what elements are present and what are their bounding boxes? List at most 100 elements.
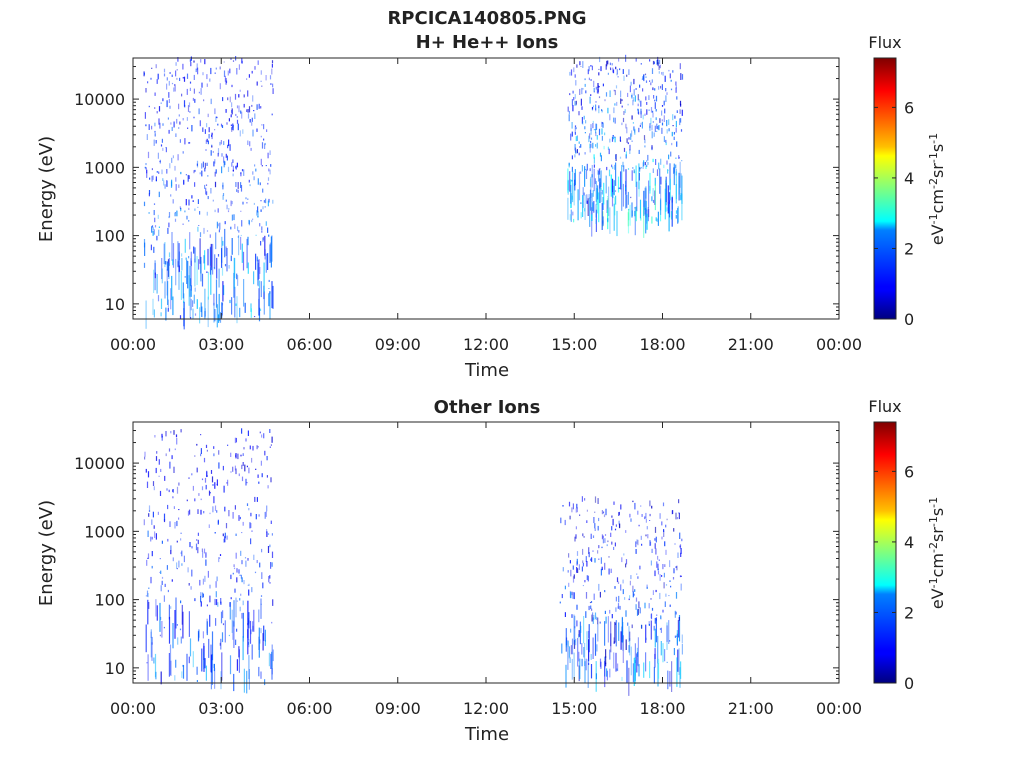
spectrogram-pixel [674, 610, 676, 618]
spectrogram-pixel [665, 524, 667, 528]
spectrogram-pixel [632, 99, 634, 106]
spectrogram-pixel [173, 87, 175, 92]
spectrogram-pixel [199, 211, 201, 215]
spectrogram-pixel [161, 436, 163, 441]
spectrogram-pixel [238, 649, 240, 673]
spectrogram-pixel [601, 110, 603, 113]
spectrogram-pixel [234, 93, 237, 100]
spectrogram-pixel [182, 118, 184, 121]
spectrogram-pixel [148, 505, 151, 512]
spectrogram-pixel [575, 638, 577, 646]
spectrogram-pixel [627, 168, 630, 170]
spectrogram-pixel [660, 176, 662, 185]
spectrogram-pixel [642, 114, 644, 120]
spectrogram-pixel [672, 577, 675, 580]
spectrogram-pixel [249, 445, 251, 450]
spectrogram-pixel [204, 477, 207, 483]
spectrogram-pixel [200, 509, 202, 515]
spectrogram-pixel [254, 316, 256, 318]
spectrogram-pixel [623, 147, 626, 152]
spectrogram-pixel [257, 257, 259, 286]
spectrogram-pixel [164, 242, 166, 268]
spectrogram-pixel [200, 453, 202, 457]
spectrogram-pixel [235, 597, 237, 618]
spectrogram-pixel [230, 255, 232, 262]
colorbar-tick-label: 2 [904, 603, 914, 622]
spectrogram-pixel [268, 293, 270, 307]
spectrogram-pixel [645, 76, 647, 78]
spectrogram-pixel [586, 194, 588, 204]
spectrogram-pixel [629, 149, 631, 154]
spectrogram-pixel [669, 640, 671, 642]
spectrogram-pixel [246, 109, 248, 112]
spectrogram-pixel [240, 454, 242, 457]
spectrogram-pixel [239, 130, 241, 137]
spectrogram-pixel [654, 125, 656, 132]
spectrogram-pixel [167, 281, 169, 305]
spectrogram-pixel [193, 74, 195, 80]
spectrogram-pixel [582, 88, 584, 90]
spectrogram-pixel [625, 639, 627, 650]
colorbar-tick-label: 4 [904, 169, 914, 188]
spectrogram-pixel [240, 172, 242, 177]
spectrogram-pixel [172, 623, 174, 649]
spectrogram-pixel [628, 598, 630, 601]
x-tick-label: 15:00 [551, 699, 597, 718]
spectrogram-pixel [197, 509, 199, 514]
spectrogram-pixel [610, 568, 612, 573]
spectrogram-pixel [570, 592, 572, 599]
spectrogram-pixel [153, 309, 155, 318]
spectrogram-pixel [602, 511, 605, 514]
spectrogram-pixel [214, 108, 216, 115]
spectrogram-pixel [147, 593, 149, 598]
spectrogram-pixel [245, 438, 247, 442]
spectrogram-pixel [601, 128, 603, 135]
colorbar-tick-label: 6 [904, 462, 914, 481]
spectrogram-pixel [252, 129, 254, 137]
spectrogram-pixel [152, 511, 154, 518]
spectrogram-pixel [168, 222, 170, 228]
spectrogram-pixel [666, 129, 668, 134]
spectrogram-pixel [596, 616, 598, 621]
spectrogram-pixel [214, 181, 217, 188]
spectrogram-pixel [267, 200, 269, 207]
spectrogram-pixel [256, 445, 258, 450]
spectrogram-pixel [665, 95, 667, 102]
spectrogram-pixel [670, 79, 672, 82]
spectrogram-pixel [579, 88, 581, 95]
spectrogram-pixel [143, 519, 145, 526]
spectrogram-pixel [681, 538, 683, 542]
spectrogram-pixel [632, 122, 634, 124]
spectrogram-pixel [193, 116, 195, 119]
spectrogram-pixel [198, 225, 200, 226]
spectrogram-pixel [151, 225, 154, 228]
spectrogram-pixel [640, 535, 642, 540]
spectrogram-pixel [178, 114, 180, 117]
spectrogram-pixel [260, 80, 262, 82]
spectrogram-pixel [604, 538, 606, 543]
spectrogram-pixel [652, 168, 654, 173]
spectrogram-pixel [613, 652, 615, 669]
spectrogram-pixel [162, 147, 164, 151]
spectrogram-pixel [249, 620, 252, 644]
spectrogram-pixel [199, 579, 201, 586]
spectrogram-pixel [172, 259, 174, 266]
spectrogram-pixel [226, 248, 228, 272]
spectrogram-pixel [247, 109, 249, 113]
spectrogram-pixel [601, 135, 603, 141]
spectrogram-pixel [571, 658, 573, 680]
spectrogram-pixel [181, 93, 183, 97]
spectrogram-pixel [247, 236, 249, 246]
spectrogram-pixel [639, 124, 641, 127]
spectrogram-pixel [590, 124, 592, 131]
spectrogram-pixel [228, 118, 230, 122]
spectrogram-pixel [577, 189, 579, 221]
spectrogram-pixel [575, 508, 577, 513]
spectrogram-pixel [175, 62, 177, 66]
spectrogram-pixel [665, 88, 667, 92]
spectrogram-pixel [640, 108, 642, 115]
spectrogram-pixel [235, 437, 237, 443]
spectrogram-pixel [154, 272, 156, 279]
spectrogram-pixel [575, 100, 577, 105]
spectrogram-pixel [638, 111, 640, 115]
